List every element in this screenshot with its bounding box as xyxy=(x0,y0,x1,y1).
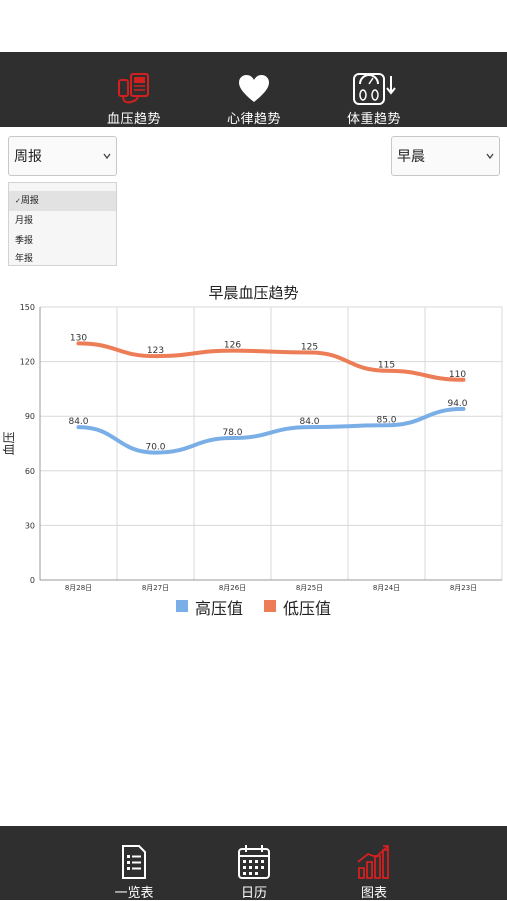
x-tick-label: 8月26日 xyxy=(219,584,246,592)
data-label: 85.0 xyxy=(376,415,396,425)
data-label: 115 xyxy=(378,361,395,371)
data-point xyxy=(385,423,388,427)
x-tick-label: 8月24日 xyxy=(373,584,400,592)
y-tick-label: 90 xyxy=(25,412,35,421)
data-label: 110 xyxy=(449,370,466,380)
calendar-icon xyxy=(237,844,271,880)
data-label: 130 xyxy=(70,333,87,343)
tab-label: 体重趋势 xyxy=(346,112,401,127)
data-label: 125 xyxy=(301,343,318,353)
chart-title: 早晨血压趋势 xyxy=(208,284,299,302)
data-label: 123 xyxy=(147,346,164,356)
dropdown-option-yearly[interactable]: 年报 xyxy=(15,254,34,264)
series-line-1 xyxy=(76,341,466,382)
data-label: 84.0 xyxy=(68,417,88,427)
x-tick-label: 8月25日 xyxy=(296,584,323,592)
tab-label: 血压趋势 xyxy=(106,112,161,127)
tab-chart[interactable]: 图表 xyxy=(324,826,424,901)
time-of-day-select[interactable]: 早晨 xyxy=(391,136,500,176)
data-label: 126 xyxy=(224,341,241,351)
list-icon xyxy=(120,844,148,880)
data-point xyxy=(462,378,465,382)
scale-icon xyxy=(352,72,396,106)
y-tick-label: 150 xyxy=(20,303,35,312)
data-point xyxy=(77,341,80,345)
y-tick-label: 30 xyxy=(25,521,35,530)
top-tab-bar: 血压趋势 心律趋势 体重趋势 xyxy=(0,52,507,127)
period-select[interactable]: 周报 xyxy=(8,136,117,176)
data-label: 78.0 xyxy=(222,428,242,438)
data-point xyxy=(462,407,465,411)
tab-weight[interactable]: 体重趋势 xyxy=(314,52,434,127)
data-point xyxy=(154,354,157,358)
dropdown-option-quarterly[interactable]: 季报 xyxy=(15,236,34,246)
heart-icon xyxy=(238,72,270,106)
period-select-value: 周报 xyxy=(14,149,42,165)
chevron-down-icon xyxy=(485,150,495,166)
legend-label-systolic: 高压值 xyxy=(195,599,244,618)
data-point xyxy=(385,369,388,373)
period-dropdown-list: ✓周报 月报 季报 年报 xyxy=(8,182,117,266)
legend-swatch-diastolic xyxy=(264,600,276,612)
x-tick-label: 8月28日 xyxy=(65,584,92,592)
tab-label: 心律趋势 xyxy=(226,112,281,127)
x-tick-label: 8月23日 xyxy=(450,584,477,592)
data-label: 84.0 xyxy=(299,417,319,427)
tab-calendar[interactable]: 日历 xyxy=(204,826,304,901)
time-select-value: 早晨 xyxy=(397,149,425,165)
tab-label: 一览表 xyxy=(114,886,154,901)
y-tick-label: 120 xyxy=(20,358,35,367)
tab-list-view[interactable]: 一览表 xyxy=(84,826,184,901)
y-axis-label: 血压 xyxy=(2,431,16,455)
blood-pressure-line-chart: 0 30 60 90 120 150 8月28日 8月27日 8月26日 8月25日 8月24日 8月… xyxy=(2,303,503,592)
y-tick-label: 0 xyxy=(30,576,35,585)
dropdown-option-weekly[interactable]: ✓周报 xyxy=(9,191,116,211)
blood-pressure-icon xyxy=(116,72,152,106)
dropdown-option-monthly[interactable]: 月报 xyxy=(15,216,34,226)
series-line-0 xyxy=(76,406,466,455)
x-tick-label: 8月27日 xyxy=(142,584,169,592)
legend-swatch-systolic xyxy=(176,600,188,612)
y-tick-label: 60 xyxy=(25,467,35,476)
tab-heart-rate[interactable]: 心律趋势 xyxy=(194,52,314,127)
chart-legend: 高压值 低压值 xyxy=(0,595,507,618)
data-point xyxy=(308,425,311,429)
data-point xyxy=(308,351,311,354)
data-point xyxy=(231,349,234,353)
data-label: 70.0 xyxy=(145,443,165,453)
data-point xyxy=(154,451,157,455)
check-icon: ✓ xyxy=(15,197,21,205)
data-label: 94.0 xyxy=(447,399,467,409)
bottom-tab-bar: 一览表 日历 xyxy=(0,826,507,901)
bar-chart-icon xyxy=(356,844,392,880)
tab-label: 日历 xyxy=(240,886,267,901)
tab-label: 图表 xyxy=(360,886,387,901)
legend-label-diastolic: 低压值 xyxy=(283,599,332,618)
chevron-down-icon xyxy=(102,150,112,166)
data-point xyxy=(231,436,234,440)
tab-blood-pressure[interactable]: 血压趋势 xyxy=(74,52,194,127)
data-point xyxy=(77,425,80,429)
